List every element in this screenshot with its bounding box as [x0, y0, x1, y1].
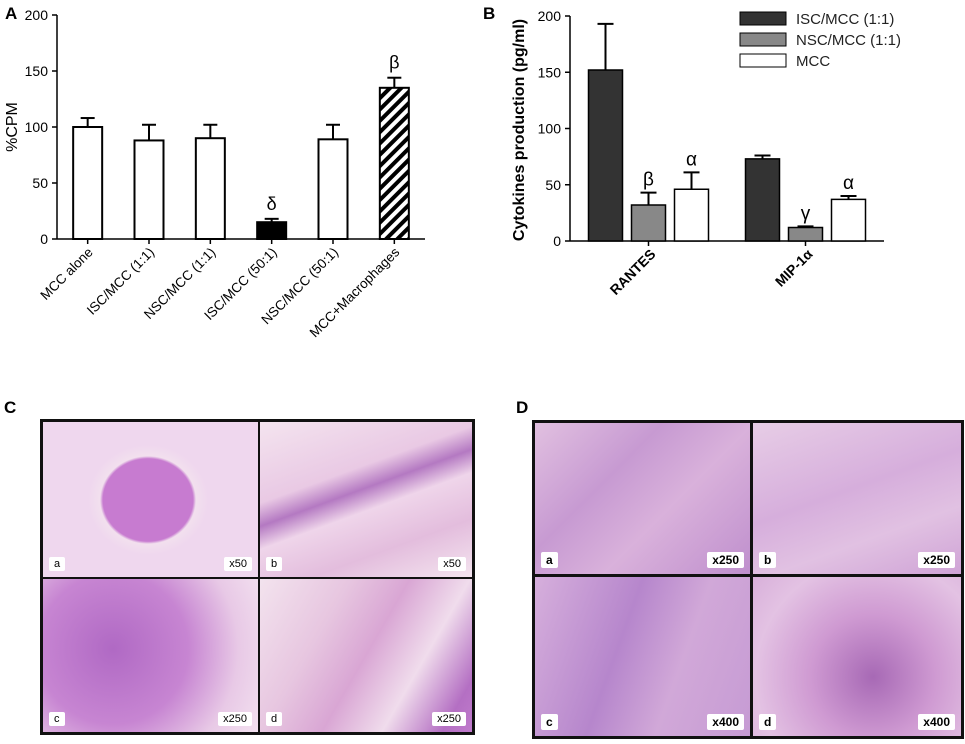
significance-symbol: δ [267, 194, 277, 214]
bar [830, 198, 867, 242]
y-tick-label: 150 [25, 63, 49, 79]
y-tick-label: 100 [25, 119, 49, 135]
bar [378, 86, 410, 240]
micrograph-letter: a [49, 557, 66, 571]
micrograph-letter: d [759, 714, 777, 730]
y-tick-label: 100 [538, 121, 562, 137]
magnification-label: x250 [918, 552, 955, 568]
y-tick-label: 0 [40, 231, 48, 247]
micrograph-c-d: d x250 [260, 579, 472, 732]
micrograph-d-c: c x400 [535, 577, 750, 736]
x-tick-label: RANTES [607, 246, 659, 298]
micrograph-letter: d [266, 712, 283, 726]
magnification-label: x250 [218, 712, 252, 726]
y-axis-label: Cytokines production (pg/ml) [511, 19, 528, 241]
legend-swatch [739, 32, 787, 47]
micrograph-letter: c [49, 712, 65, 726]
bar [133, 139, 165, 240]
legend-swatch [739, 53, 787, 68]
micrograph-c-a: a x50 [43, 422, 258, 577]
panel-label-a: A [5, 4, 18, 23]
bar [317, 138, 349, 241]
bar [630, 204, 667, 242]
magnification-label: x400 [918, 714, 955, 730]
significance-symbol: β [643, 170, 654, 191]
legend-label: MCC [796, 53, 830, 70]
magnification-label: x250 [707, 552, 744, 568]
bar [744, 158, 781, 242]
micrograph-letter: b [759, 552, 777, 568]
y-tick-label: 200 [538, 8, 562, 24]
y-axis-label: %CPM [4, 102, 21, 152]
y-tick-label: 50 [32, 175, 48, 191]
micrograph-c-b: b x50 [260, 422, 472, 577]
legend-label: NSC/MCC (1:1) [796, 32, 901, 49]
y-tick-label: 200 [25, 7, 49, 23]
bar [72, 126, 104, 240]
y-tick-label: 0 [553, 233, 561, 249]
magnification-label: x50 [438, 557, 466, 571]
micrograph-grid-d: a x250 b x250 c x400 d x400 [532, 420, 964, 739]
micrograph-letter: b [266, 557, 283, 571]
panel-label-c: C [4, 398, 17, 417]
micrograph-d-d: d x400 [753, 577, 961, 736]
bar [673, 188, 710, 242]
legend-swatch [739, 11, 787, 26]
significance-symbol: β [389, 53, 399, 73]
significance-symbol: α [686, 149, 697, 170]
magnification-label: x50 [224, 557, 252, 571]
magnification-label: x250 [432, 712, 466, 726]
bar [787, 226, 824, 242]
micrograph-d-a: a x250 [535, 423, 750, 574]
y-tick-label: 50 [545, 177, 561, 193]
bar [587, 69, 624, 242]
significance-symbol: α [843, 173, 854, 194]
y-tick-label: 150 [538, 64, 562, 80]
bar [256, 221, 288, 240]
micrograph-grid-c: a x50 b x50 c x250 d x250 [40, 419, 475, 735]
panel-label-b: B [483, 4, 496, 23]
micrograph-c-c: c x250 [43, 579, 258, 732]
magnification-label: x400 [707, 714, 744, 730]
x-tick-label: MIP-1α [772, 246, 816, 290]
panel-label-d: D [516, 398, 529, 417]
legend-label: ISC/MCC (1:1) [796, 11, 894, 28]
micrograph-letter: a [541, 552, 558, 568]
significance-symbol: γ [801, 203, 811, 224]
micrograph-letter: c [541, 714, 558, 730]
micrograph-d-b: b x250 [753, 423, 961, 574]
x-tick-label: MCC alone [37, 245, 95, 303]
chart-b: Cytokines production (pg/ml) 0 50 100 150 20… [511, 8, 901, 298]
bar [194, 137, 226, 240]
